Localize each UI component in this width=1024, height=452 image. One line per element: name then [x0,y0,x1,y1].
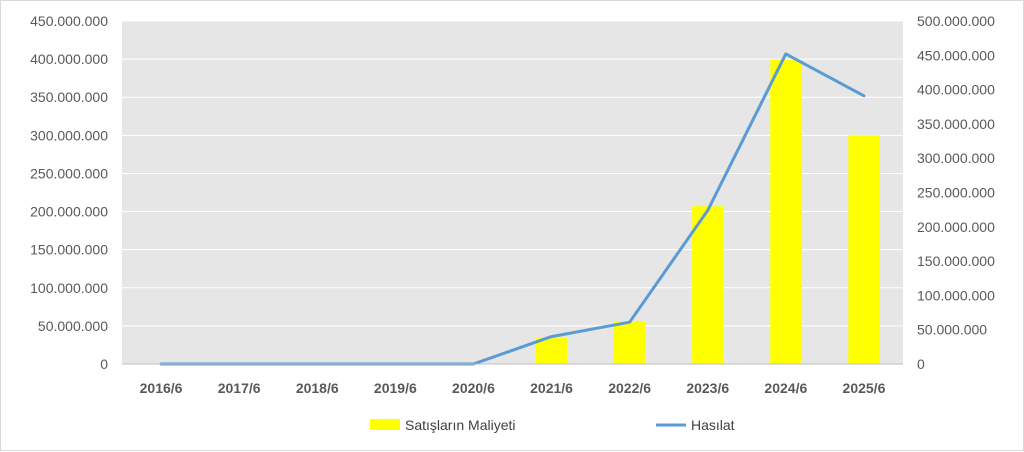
legend-label-satislarin-maliyeti: Satışların Maliyeti [405,417,515,433]
x-tick-label: 2019/6 [374,380,417,396]
x-tick-label: 2020/6 [452,380,495,396]
x-tick-label: 2024/6 [764,380,807,396]
right-tick-label: 100.000.000 [917,287,995,303]
right-tick-label: 450.000.000 [917,47,995,63]
left-tick-label: 400.000.000 [30,51,108,67]
right-tick-label: 300.000.000 [917,150,995,166]
bar-2025/6 [848,135,879,364]
left-tick-label: 450.000.000 [30,13,108,29]
x-tick-label: 2022/6 [608,380,651,396]
x-tick-label: 2023/6 [686,380,729,396]
legend-label-hasilat: Hasılat [691,417,735,433]
x-tick-label: 2021/6 [530,380,573,396]
x-tick-label: 2025/6 [843,380,886,396]
left-tick-label: 300.000.000 [30,127,108,143]
x-tick-label: 2018/6 [296,380,339,396]
right-tick-label: 400.000.000 [917,82,995,98]
bar-2023/6 [692,206,723,364]
right-tick-label: 250.000.000 [917,185,995,201]
bar-2024/6 [770,60,801,364]
x-tick-label: 2017/6 [218,380,261,396]
left-y-axis: 0 50.000.000 100.000.000 150.000.000 200.000… [30,13,108,372]
x-axis: 2016/6 2017/6 2018/6 2019/6 2020/6 2021/6 2022… [122,364,903,396]
legend: Satışların Maliyeti Hasılat [370,417,735,433]
legend-swatch-satislarin-maliyeti [370,419,400,430]
right-tick-label: 350.000.000 [917,116,995,132]
left-tick-label: 350.000.000 [30,89,108,105]
left-tick-label: 150.000.000 [30,242,108,258]
right-tick-label: 200.000.000 [917,219,995,235]
left-tick-label: 100.000.000 [30,280,108,296]
bar-2022/6 [614,321,645,364]
right-y-axis: 0 50.000.000 100.000.000 150.000.000 200.000… [917,13,995,372]
right-tick-label: 500.000.000 [917,13,995,29]
right-tick-label: 50.000.000 [917,322,987,338]
left-tick-label: 0 [100,356,108,372]
right-tick-label: 150.000.000 [917,253,995,269]
left-tick-label: 250.000.000 [30,165,108,181]
x-tick-label: 2016/6 [140,380,183,396]
right-tick-label: 0 [917,356,925,372]
left-tick-label: 200.000.000 [30,204,108,220]
left-tick-label: 50.000.000 [38,318,108,334]
